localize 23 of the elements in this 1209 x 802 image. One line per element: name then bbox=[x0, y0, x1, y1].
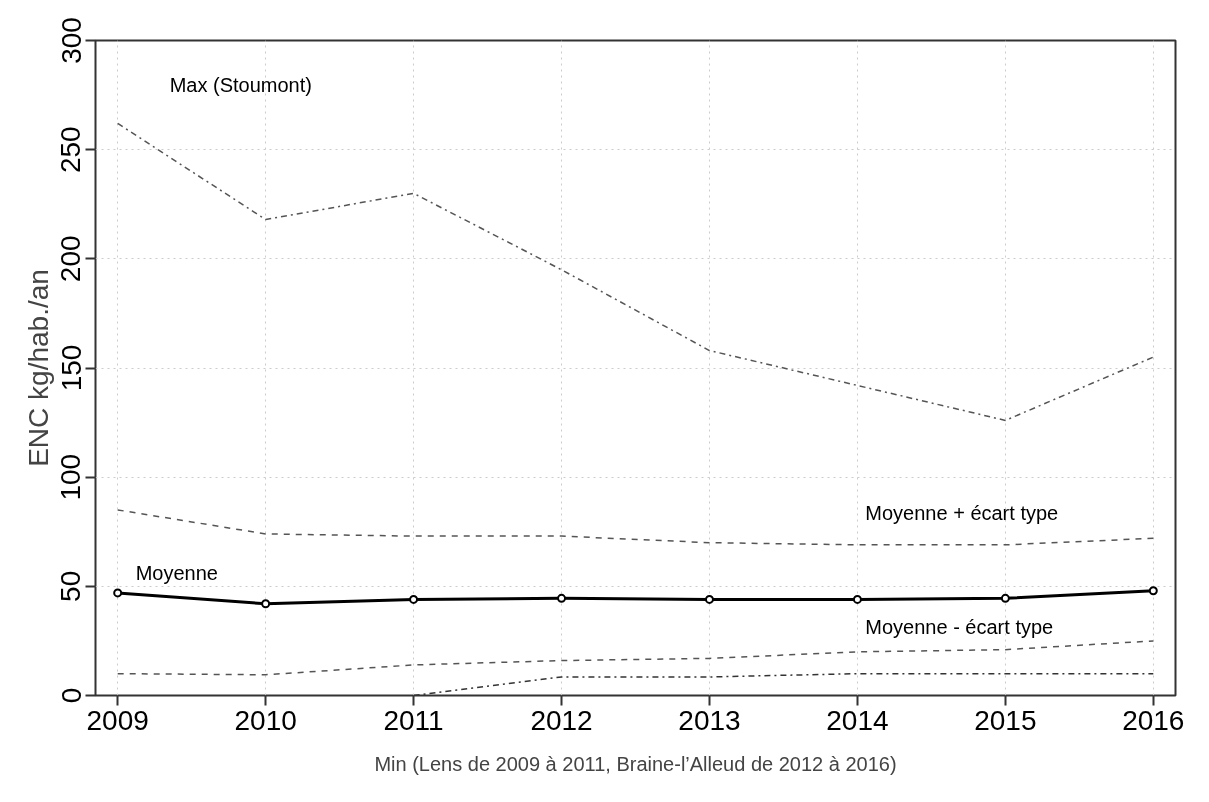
text: Max (Stoumont) bbox=[169, 74, 312, 97]
x-tick-label: 2010 bbox=[234, 704, 297, 736]
y-tick-label: 250 bbox=[55, 126, 87, 174]
series-label: Moyenne bbox=[135, 561, 218, 584]
x-tick-label: 2014 bbox=[826, 704, 889, 736]
y-tick-label: 300 bbox=[55, 17, 87, 64]
line-series bbox=[116, 122, 1155, 422]
series-label: Moyenne + écart type bbox=[865, 502, 1059, 525]
y-tick-label: 50 bbox=[55, 570, 87, 602]
y-axis-title: ENC kg/hab./an bbox=[22, 269, 54, 467]
x-axis-title: Min (Lens de 2009 à 2011, Braine-l’Alleud de 2012 à 2016) bbox=[374, 752, 897, 775]
x-tick-label: 2016 bbox=[1122, 704, 1185, 736]
x-tick-label: 2015 bbox=[974, 704, 1037, 736]
x-tick-label: 2011 bbox=[383, 704, 444, 736]
line-series bbox=[116, 640, 1155, 676]
x-tick-label: 2012 bbox=[530, 704, 593, 736]
y-tick-label: 200 bbox=[55, 235, 87, 283]
x-tick-label: 2013 bbox=[678, 704, 741, 736]
x-tick-label: 2009 bbox=[86, 704, 149, 736]
y-tick-label: 100 bbox=[55, 453, 87, 501]
y-tick-label: 150 bbox=[55, 344, 87, 392]
y-tick-label: 0 bbox=[55, 687, 87, 704]
series-label: Moyenne - écart type bbox=[865, 615, 1054, 638]
